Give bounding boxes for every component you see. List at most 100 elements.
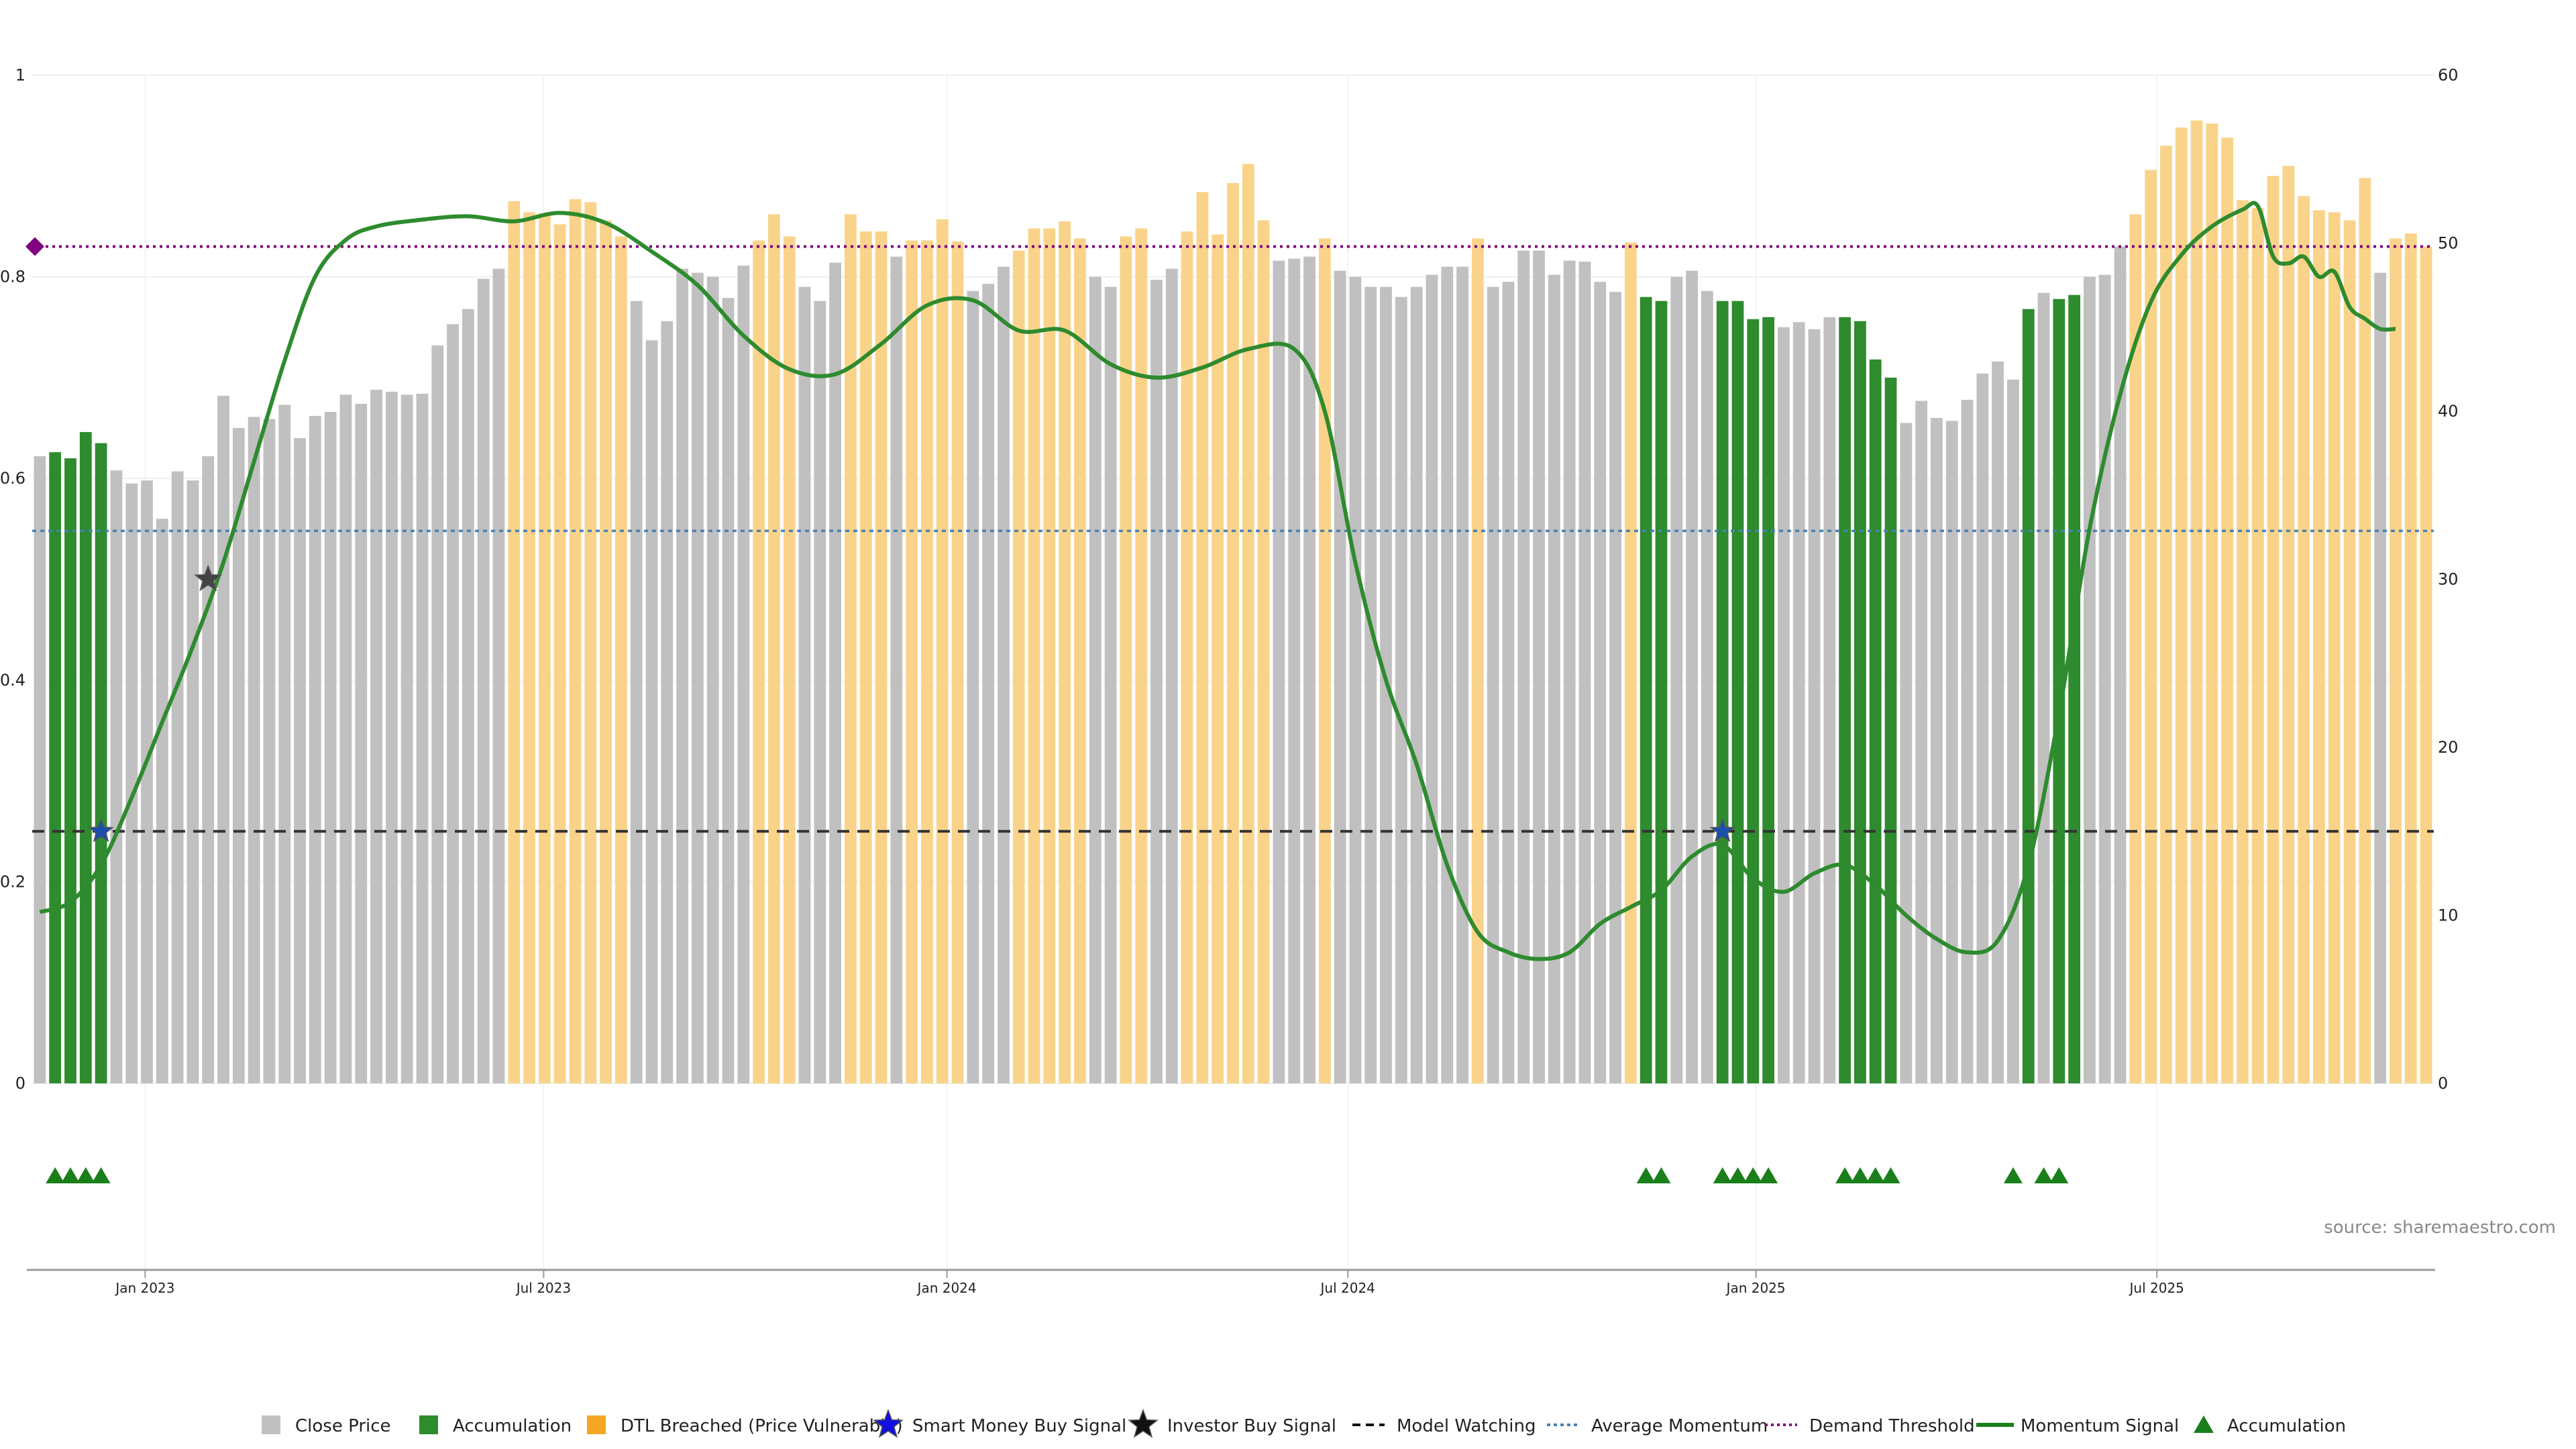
bar — [523, 212, 535, 1084]
bar — [600, 220, 612, 1083]
bar — [1074, 238, 1086, 1084]
bar — [1533, 250, 1545, 1084]
bar — [706, 276, 719, 1084]
accumulation-marker — [1850, 1167, 1870, 1183]
bar — [125, 483, 138, 1083]
legend-label: Model Watching — [1397, 1416, 1536, 1436]
bar — [1854, 321, 1866, 1084]
bar — [2374, 272, 2387, 1083]
bar — [2068, 294, 2081, 1083]
bar — [2007, 379, 2019, 1083]
bar — [2221, 138, 2234, 1083]
bar — [2098, 274, 2111, 1083]
accumulation-marker — [76, 1167, 95, 1183]
accumulation-marker — [1835, 1167, 1855, 1183]
bar — [263, 419, 276, 1083]
bar — [1792, 322, 1805, 1083]
legend-label: Smart Money Buy Signal — [912, 1416, 1126, 1436]
bar — [2251, 208, 2264, 1083]
bar — [508, 201, 521, 1083]
reference-lines — [25, 237, 2434, 833]
bar — [1012, 250, 1025, 1084]
bar — [141, 480, 153, 1083]
smart-money-signal — [1709, 818, 1735, 843]
legend-item: Accumulation — [2194, 1415, 2346, 1436]
bar — [1487, 286, 1499, 1083]
bar — [1426, 274, 1438, 1083]
bar — [1731, 301, 1744, 1083]
bar — [95, 443, 107, 1083]
momentum-signal-line — [39, 201, 2396, 961]
bar — [339, 394, 352, 1084]
bar — [1135, 228, 1148, 1083]
bar — [936, 219, 949, 1084]
bar — [814, 301, 826, 1083]
bar — [1777, 327, 1790, 1083]
bar — [1441, 266, 1454, 1083]
left-axis-tick-label: 0 — [15, 1074, 25, 1093]
bar — [982, 284, 995, 1084]
bar — [156, 519, 168, 1083]
bar — [661, 321, 674, 1084]
bar — [1823, 317, 1836, 1084]
legend-swatch — [587, 1415, 606, 1434]
legend: Close Price Accumulation DTL Breached (Pri… — [262, 1408, 2346, 1438]
legend-label: Accumulation — [2227, 1416, 2346, 1436]
bar — [1670, 276, 1683, 1084]
right-axis-tick-label: 40 — [2438, 402, 2459, 421]
accumulation-marker — [1759, 1167, 1778, 1183]
bar — [309, 416, 321, 1083]
x-axis-tick-label: Jul 2023 — [515, 1280, 571, 1296]
accumulation-marker — [2003, 1167, 2023, 1183]
bar — [615, 236, 627, 1084]
bar — [998, 266, 1010, 1083]
accumulation-marker — [2034, 1167, 2053, 1183]
bar — [692, 272, 704, 1083]
bar — [1028, 228, 1040, 1083]
bar — [1196, 192, 1209, 1083]
accumulation-marker — [1866, 1167, 1885, 1183]
bar — [2267, 176, 2279, 1083]
legend-label: Close Price — [295, 1416, 391, 1436]
bar — [462, 309, 474, 1083]
accumulation-marker — [2049, 1167, 2069, 1183]
bar — [1976, 373, 1989, 1084]
legend-item: Momentum Signal — [1976, 1416, 2179, 1436]
bar — [1716, 301, 1729, 1083]
signal-markers — [88, 564, 1735, 843]
momentum-series — [39, 201, 2396, 961]
bar — [768, 214, 780, 1083]
accumulation-marker — [1636, 1167, 1656, 1183]
bar — [1992, 361, 2004, 1083]
x-axis-tick-label: Jan 2024 — [916, 1280, 977, 1296]
bar — [2145, 170, 2157, 1084]
accumulation-marker — [1713, 1167, 1732, 1183]
bar — [1227, 182, 1239, 1083]
bar — [2359, 178, 2371, 1083]
bar — [1410, 286, 1423, 1083]
bar — [1471, 238, 1484, 1084]
bar — [1686, 270, 1698, 1083]
accumulation-markers — [46, 1167, 2069, 1183]
bar — [1594, 282, 1607, 1083]
bar — [1961, 399, 1974, 1083]
bar — [1059, 221, 1071, 1083]
bar — [2404, 233, 2417, 1084]
legend-label: Investor Buy Signal — [1167, 1416, 1336, 1436]
bar — [447, 324, 459, 1084]
bar — [1257, 220, 1270, 1083]
right-axis-tick-label: 0 — [2438, 1074, 2448, 1093]
bar — [845, 214, 857, 1083]
bar — [431, 345, 444, 1084]
bar — [1884, 377, 1897, 1083]
bar — [171, 471, 184, 1083]
accumulation-marker — [1652, 1167, 1671, 1183]
bar — [1104, 286, 1117, 1083]
left-axis-tick-label: 0.6 — [0, 469, 25, 488]
legend-item: Investor Buy Signal — [1128, 1408, 1336, 1438]
bar — [1624, 242, 1637, 1083]
legend-item: DTL Breached (Price Vulnerable) — [587, 1415, 903, 1436]
right-axis-tick-label: 10 — [2438, 906, 2459, 925]
bar — [1150, 280, 1163, 1083]
